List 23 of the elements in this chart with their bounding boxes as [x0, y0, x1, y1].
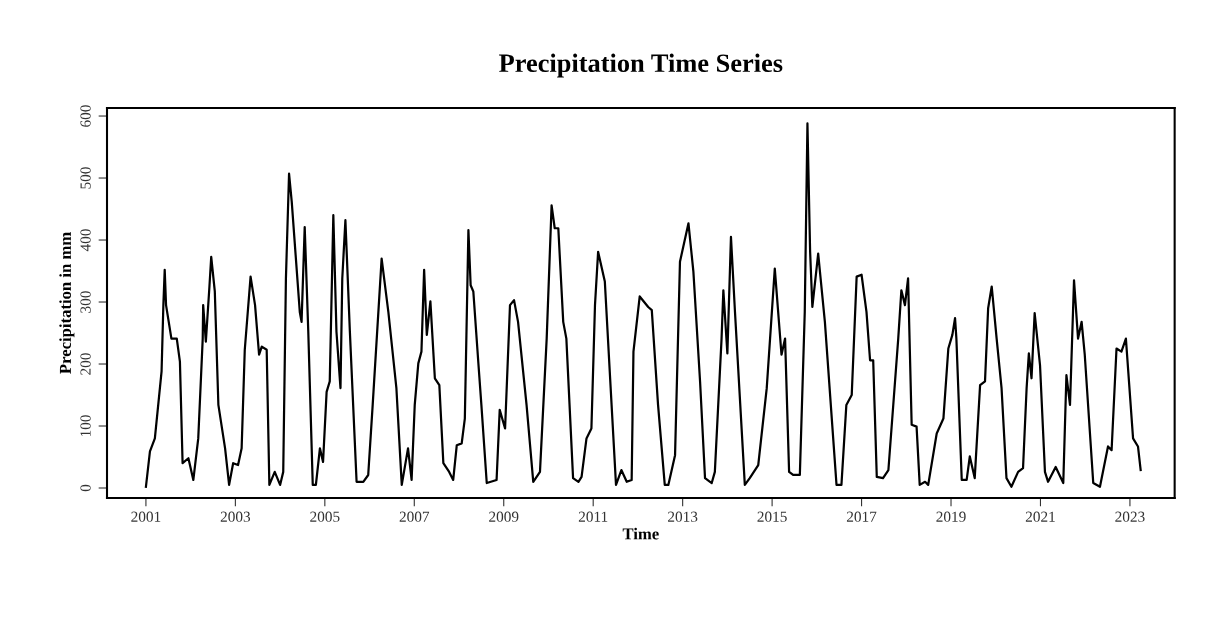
x-tick-label: 2021: [1025, 511, 1055, 522]
x-tick-label: 2017: [846, 511, 877, 522]
line-series: [144, 122, 1142, 488]
x-tick-label: 2019: [936, 511, 966, 522]
x-tick-label: 2013: [668, 511, 698, 522]
y-tick-label: 200: [80, 353, 91, 375]
x-tick-label: 2001: [131, 511, 161, 522]
x-tick-label: 2007: [399, 511, 430, 522]
chart-title: Precipitation Time Series: [499, 53, 783, 78]
x-tick-label: 2009: [489, 511, 519, 522]
x-tick-label: 2011: [578, 511, 608, 522]
y-tick-label: 0: [80, 484, 91, 492]
y-tick-label: 500: [80, 167, 91, 189]
x-tick-label: 2023: [1115, 511, 1145, 522]
y-tick-label: 300: [80, 291, 91, 313]
x-tick-label: 2003: [220, 511, 251, 522]
x-tick-label: 2015: [757, 511, 787, 522]
y-tick-label: 100: [80, 415, 91, 437]
x-tick-label: 2005: [310, 511, 340, 522]
y-tick-label: 400: [80, 229, 91, 252]
x-axis-title: Time: [622, 527, 659, 540]
y-tick-label: 600: [80, 105, 91, 127]
y-axis-title: Precipitation in mm: [59, 232, 75, 374]
